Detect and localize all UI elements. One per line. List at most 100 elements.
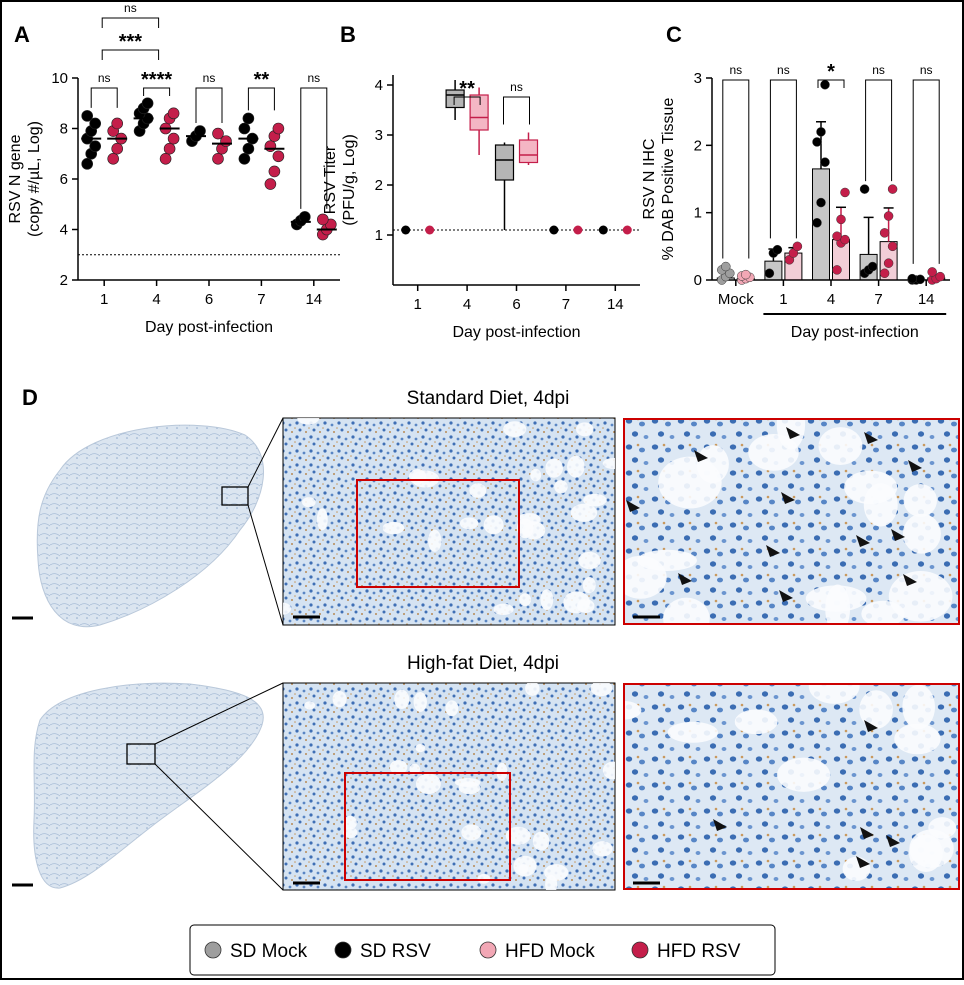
significance-label: *: [827, 61, 835, 83]
significance-bracket: [143, 87, 171, 96]
alveolus: [409, 763, 421, 775]
alveolus: [505, 826, 531, 845]
dot: [238, 122, 251, 135]
y-tick-label: 3: [694, 70, 702, 87]
arrowhead: [779, 590, 793, 602]
zoom-border: [623, 418, 960, 625]
alveolus: [734, 709, 778, 735]
zoom-box: [344, 772, 511, 881]
alveolus: [902, 684, 936, 730]
significance-label: **: [459, 78, 475, 100]
dot: [879, 228, 890, 238]
alveolus: [522, 521, 546, 540]
y-tick-label: 10: [51, 70, 68, 87]
alveolus: [461, 824, 482, 841]
dot: [816, 127, 826, 137]
alveolus: [496, 762, 508, 781]
y-tick-label: 0: [694, 272, 702, 289]
significance-bracket: [453, 96, 481, 105]
y-tick-label: 2: [375, 177, 383, 194]
alveoli: [623, 418, 953, 625]
panel-title: Standard Diet, 4dpi: [407, 388, 570, 409]
dot: [316, 213, 329, 226]
panel-label: D: [22, 385, 38, 410]
dot: [879, 268, 890, 279]
zoom-box: [356, 479, 520, 588]
alveolus: [902, 513, 941, 554]
box-point: [573, 225, 583, 235]
dot: [272, 122, 285, 135]
y-tick-label: 1: [375, 227, 383, 244]
arrowhead: [781, 492, 795, 504]
alveolus: [623, 700, 642, 720]
lung-section: [36, 424, 264, 628]
dot: [812, 218, 822, 228]
alveolus: [667, 721, 718, 743]
arrowheads: [626, 427, 922, 868]
y-tick-label: 2: [694, 137, 702, 154]
box-point: [425, 225, 435, 235]
alveolus: [888, 571, 953, 622]
y-axis-label: RSV N gene: [7, 134, 24, 223]
alveolus: [517, 513, 541, 526]
significance-label: ns: [510, 80, 523, 94]
dot: [298, 211, 311, 223]
alveolus: [445, 700, 459, 717]
alveolus: [805, 585, 867, 612]
y-axis-label: (PFU/g, Log): [341, 134, 358, 226]
dot: [272, 150, 285, 163]
box-point: [549, 225, 559, 235]
significance-bracket: [503, 96, 530, 125]
dot: [194, 125, 206, 137]
dot: [832, 231, 842, 241]
alveolus: [818, 427, 863, 465]
alveolus: [545, 458, 563, 478]
zoom-border: [623, 683, 960, 890]
significance-label: ns: [920, 63, 933, 77]
box-point: [622, 225, 632, 235]
significance-bracket: [769, 79, 797, 239]
significance-label: ns: [124, 1, 137, 15]
x-axis-label: Day post-infection: [791, 324, 919, 341]
dot: [883, 211, 894, 221]
significance-bracket: [300, 87, 328, 209]
dot: [264, 140, 277, 152]
significance-label: ns: [307, 71, 320, 85]
alveolus: [408, 469, 427, 485]
alveolus: [530, 468, 542, 482]
legend-label: HFD Mock: [505, 941, 595, 962]
x-tick-label: 14: [607, 296, 624, 313]
alveolus: [428, 529, 442, 552]
dot: [89, 140, 101, 152]
alveolus: [483, 515, 504, 535]
significance-label: ns: [729, 63, 742, 77]
arrowhead: [864, 720, 878, 732]
alveolus: [459, 517, 479, 530]
alveoli: [283, 418, 615, 616]
y-tick-label: 1: [694, 205, 702, 222]
alveolus: [545, 874, 558, 890]
alveolus: [928, 817, 957, 839]
legend-marker: [204, 941, 222, 959]
alveolus: [748, 434, 799, 471]
alveolus: [382, 521, 405, 535]
inset-line: [154, 682, 284, 745]
significance-label: ns: [777, 63, 790, 77]
alveolus: [454, 778, 481, 787]
dot: [883, 258, 894, 268]
significance-label: ns: [203, 71, 216, 85]
x-tick-label: 1: [100, 291, 108, 308]
panel-title: High-fat Diet, 4dpi: [407, 653, 559, 674]
dot: [741, 269, 751, 280]
dot: [212, 153, 224, 165]
dot: [836, 214, 846, 225]
y-axis-label: (copy #/µL, Log): [26, 121, 43, 237]
dot: [840, 187, 850, 198]
x-axis-label: Day post-infection: [145, 319, 273, 336]
dot: [81, 158, 93, 170]
arrowhead: [713, 819, 727, 831]
x-tick-label: 14: [918, 291, 935, 308]
box-point: [401, 225, 411, 235]
